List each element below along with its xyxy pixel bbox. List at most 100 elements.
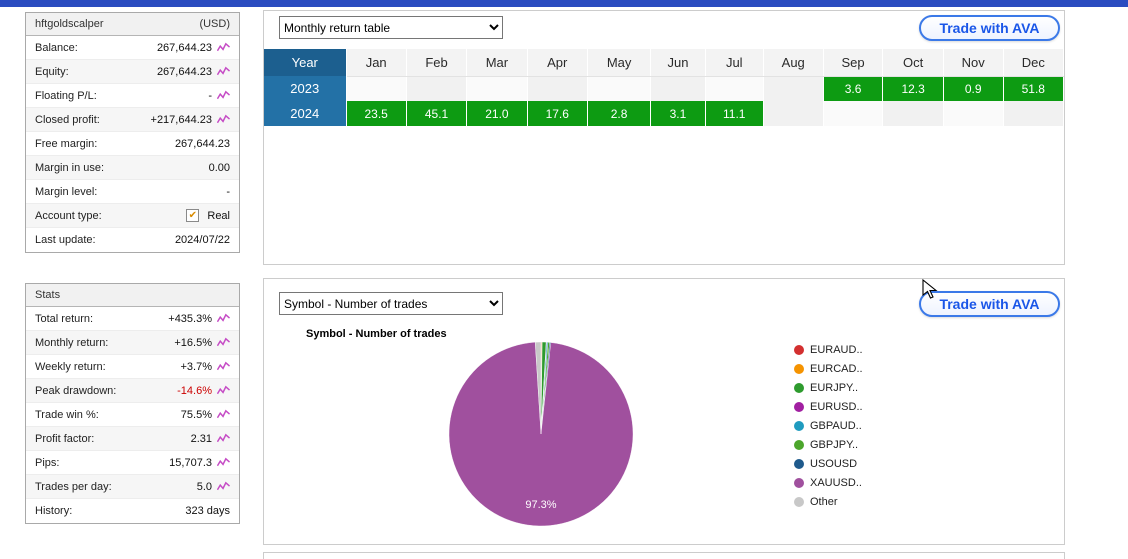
legend-dot-icon <box>794 458 804 469</box>
empty-cell <box>587 76 652 101</box>
legend-dot-icon <box>794 477 804 488</box>
legend-item: Other <box>794 492 863 511</box>
stats-rows: Total return: +435.3% Monthly return: +16.5… <box>26 307 239 523</box>
legend-item: GBPJPY.. <box>794 435 863 454</box>
monthly-view-select[interactable]: Monthly return table <box>279 16 503 39</box>
monthly-return-cell: 12.3 <box>882 76 944 101</box>
account-value-text: 0.00 <box>208 161 230 174</box>
table-header-month: Oct <box>882 49 944 77</box>
legend-label: GBPAUD.. <box>810 419 862 432</box>
account-value: 2024/07/22 <box>175 234 230 246</box>
empty-cell <box>650 76 706 101</box>
account-row: Free margin: 267,644.23 <box>26 132 239 156</box>
stat-row: Monthly return: +16.5% <box>26 331 239 355</box>
account-value-text: 267,644.23 <box>156 65 212 78</box>
account-value-text: - <box>208 89 212 102</box>
pie-chart-title: Symbol - Number of trades <box>306 328 447 340</box>
table-header-month: Sep <box>823 49 884 77</box>
monthly-return-cell: 17.6 <box>527 101 588 126</box>
account-label: Margin level: <box>35 185 98 198</box>
account-row: Balance: 267,644.23 <box>26 36 239 60</box>
stat-value: +435.3% <box>168 313 230 325</box>
symbol-view-select[interactable]: Symbol - Number of trades <box>279 292 503 315</box>
empty-cell <box>705 76 764 101</box>
account-label: Account type: <box>35 209 102 222</box>
stat-value-text: 2.31 <box>190 432 212 445</box>
stat-label: History: <box>35 505 73 517</box>
legend-label: EURCAD.. <box>810 362 863 375</box>
stat-label: Weekly return: <box>35 360 106 373</box>
monthly-return-cell: 51.8 <box>1003 76 1065 101</box>
account-label: Balance: <box>35 41 78 54</box>
sparkline-chart-icon[interactable] <box>217 337 230 348</box>
real-account-checkbox[interactable]: ✔ <box>186 209 200 222</box>
legend-label: XAUUSD.. <box>810 476 862 489</box>
stats-panel: Stats Total return: +435.3% Monthly return… <box>25 283 240 524</box>
stat-label: Trades per day: <box>35 480 112 493</box>
stat-label: Total return: <box>35 312 94 325</box>
stat-value-text: 323 days <box>185 505 230 517</box>
empty-cell <box>943 101 1004 126</box>
stat-value: +16.5% <box>174 337 230 349</box>
account-panel-header: hftgoldscalper (USD) <box>26 13 239 36</box>
account-value: - <box>208 90 230 102</box>
account-label: Free margin: <box>35 137 98 150</box>
account-row: Floating P/L: - <box>26 84 239 108</box>
trade-with-ava-button-2[interactable]: Trade with AVA <box>919 291 1060 317</box>
sparkline-chart-icon[interactable] <box>217 114 230 125</box>
table-header-month: Jun <box>650 49 706 77</box>
monthly-return-cell: 11.1 <box>705 101 764 126</box>
table-header-month: Nov <box>943 49 1004 77</box>
year-cell: 2024 <box>264 101 347 126</box>
account-row: Closed profit: +217,644.23 <box>26 108 239 132</box>
table-header-month: Mar <box>466 49 528 77</box>
sparkline-chart-icon[interactable] <box>217 385 230 396</box>
account-value-text: 267,644.23 <box>156 41 212 54</box>
table-row: 2024 23.5 45.1 21.0 17.6 2.8 3.1 11.1 <box>264 101 1065 126</box>
mouse-cursor <box>922 279 938 299</box>
legend-item: EURJPY.. <box>794 378 863 397</box>
table-header-month: Apr <box>527 49 588 77</box>
sparkline-chart-icon[interactable] <box>217 361 230 372</box>
stat-value: 15,707.3 <box>169 457 230 469</box>
sparkline-chart-icon[interactable] <box>217 481 230 492</box>
pie-percentage-label: 97.3% <box>525 499 556 511</box>
monthly-return-cell: 23.5 <box>346 101 407 126</box>
stat-value-text: +435.3% <box>168 312 212 325</box>
account-value: ✔ Real <box>186 209 230 222</box>
browser-top-strip <box>0 0 1128 7</box>
stat-value: 323 days <box>185 505 230 517</box>
stat-row: History: 323 days <box>26 499 239 523</box>
account-row: Margin level: - <box>26 180 239 204</box>
table-header-year: Year <box>264 49 347 76</box>
empty-cell <box>406 76 468 101</box>
stat-value-text: -14.6% <box>177 384 212 397</box>
monthly-return-cell: 0.9 <box>943 76 1004 101</box>
next-panel-edge <box>263 552 1065 559</box>
sparkline-chart-icon[interactable] <box>217 42 230 53</box>
empty-cell <box>763 101 824 126</box>
stat-label: Peak drawdown: <box>35 384 117 397</box>
sparkline-chart-icon[interactable] <box>217 66 230 77</box>
sparkline-chart-icon[interactable] <box>217 313 230 324</box>
sparkline-chart-icon[interactable] <box>217 457 230 468</box>
symbol-pie-chart: 97.3% <box>448 341 634 527</box>
year-cell: 2023 <box>264 76 347 101</box>
sparkline-chart-icon[interactable] <box>217 409 230 420</box>
account-rows: Balance: 267,644.23 Equity: 267,644.23 Float… <box>26 36 239 252</box>
empty-cell <box>346 76 407 101</box>
table-header-month: May <box>587 49 652 77</box>
account-value-text: 267,644.23 <box>174 137 230 150</box>
monthly-return-cell: 45.1 <box>406 101 468 126</box>
stat-label: Profit factor: <box>35 432 95 445</box>
sparkline-chart-icon[interactable] <box>217 433 230 444</box>
trade-with-ava-button[interactable]: Trade with AVA <box>919 15 1060 41</box>
stat-value: +3.7% <box>181 361 230 373</box>
stat-row: Weekly return: +3.7% <box>26 355 239 379</box>
stat-row: Trades per day: 5.0 <box>26 475 239 499</box>
account-value-text: Real <box>207 209 230 222</box>
stat-value-text: 15,707.3 <box>169 456 212 469</box>
pie-slice-other <box>535 341 542 435</box>
monthly-return-cell: 2.8 <box>587 101 652 126</box>
sparkline-chart-icon[interactable] <box>217 90 230 101</box>
